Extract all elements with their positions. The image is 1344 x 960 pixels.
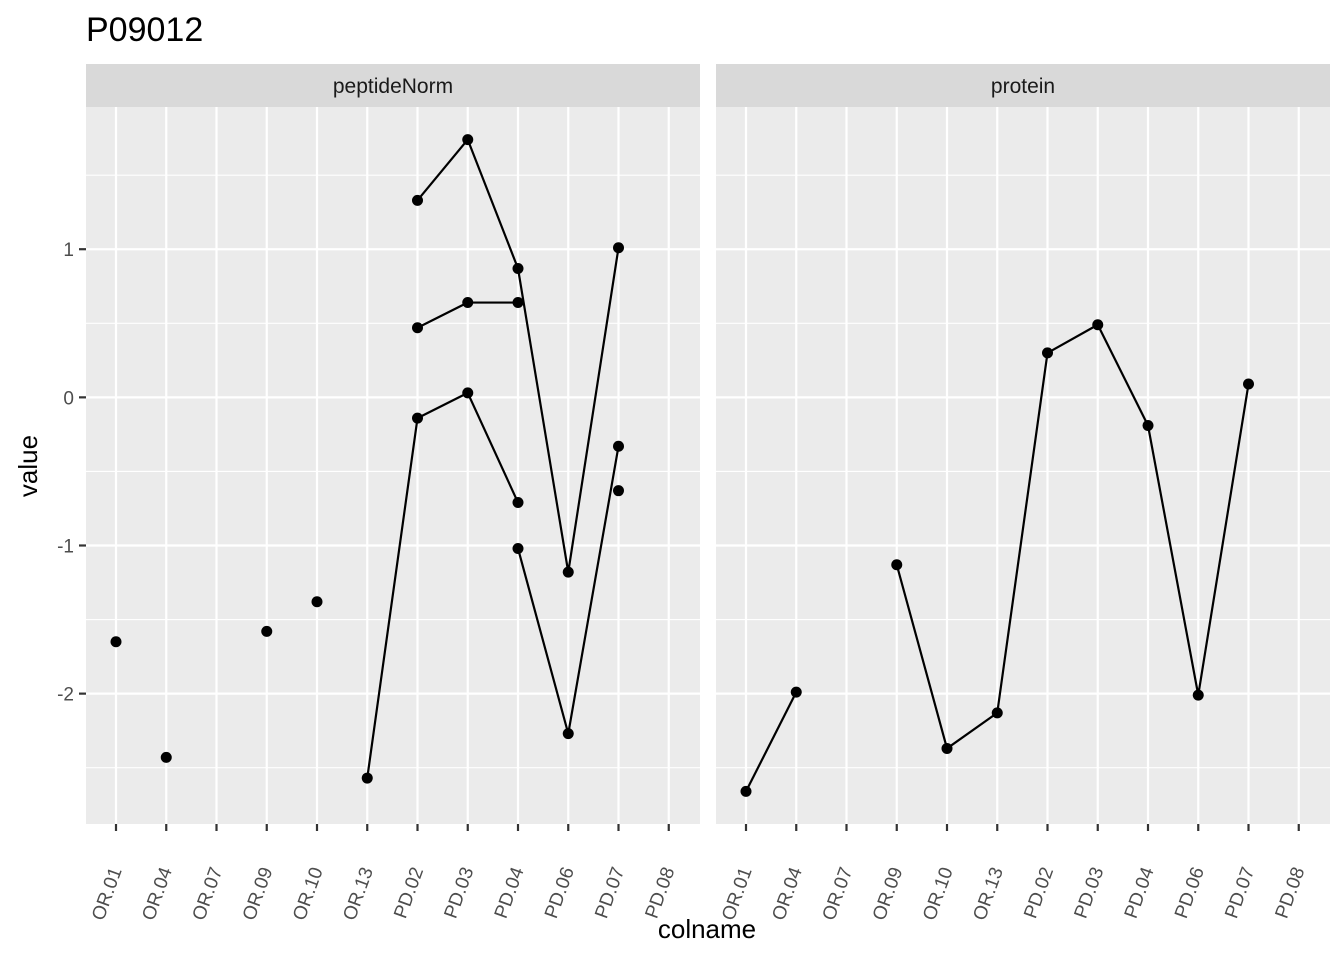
facet-strip-label: protein: [991, 75, 1055, 98]
facet-strip: [716, 64, 1330, 107]
y-tick-label: -2: [57, 685, 74, 706]
y-tick-label: 1: [63, 240, 74, 261]
panel-background: [716, 107, 1330, 824]
data-point: [412, 322, 423, 334]
data-point: [1243, 378, 1254, 390]
data-point: [512, 542, 524, 554]
series-line: [895, 323, 1250, 750]
data-point: [462, 387, 474, 399]
data-point: [562, 728, 574, 740]
data-point: [790, 686, 802, 698]
data-point: [991, 707, 1003, 719]
series-line: [366, 391, 519, 779]
data-point: [512, 262, 524, 274]
data-point: [361, 772, 373, 784]
data-point: [1092, 319, 1104, 331]
data-point: [891, 559, 903, 571]
facet-strip-label: peptideNorm: [333, 75, 453, 98]
series-2: [412, 134, 624, 578]
series-6: [613, 485, 624, 497]
series-1: [160, 596, 323, 763]
data-point: [613, 242, 624, 254]
data-point: [311, 596, 323, 608]
data-point: [740, 785, 752, 797]
data-point: [512, 497, 524, 509]
x-axis-title: colname: [658, 914, 756, 944]
series-5: [512, 440, 624, 740]
panel-background: [86, 107, 700, 824]
series-0: [110, 625, 273, 648]
data-point: [1142, 420, 1154, 432]
data-point: [160, 751, 172, 763]
data-point: [613, 440, 624, 452]
series-4: [361, 387, 524, 784]
data-point: [412, 194, 423, 206]
series-3: [412, 297, 524, 334]
data-point: [462, 134, 474, 146]
data-point: [613, 485, 624, 497]
data-point: [412, 412, 423, 424]
data-point: [512, 297, 524, 309]
facet-strip: [86, 64, 700, 107]
y-tick-label: -1: [57, 536, 74, 557]
chart-title: P09012: [86, 11, 203, 49]
series-0: [740, 319, 1254, 797]
y-tick-label: 0: [63, 388, 74, 409]
data-point: [261, 625, 273, 637]
data-point: [1192, 689, 1204, 701]
series-line: [745, 691, 798, 792]
data-point: [1042, 347, 1053, 359]
data-point: [110, 636, 122, 648]
data-point: [562, 566, 574, 578]
data-point: [941, 742, 953, 754]
y-axis-title: value: [13, 435, 43, 497]
data-point: [462, 297, 474, 309]
